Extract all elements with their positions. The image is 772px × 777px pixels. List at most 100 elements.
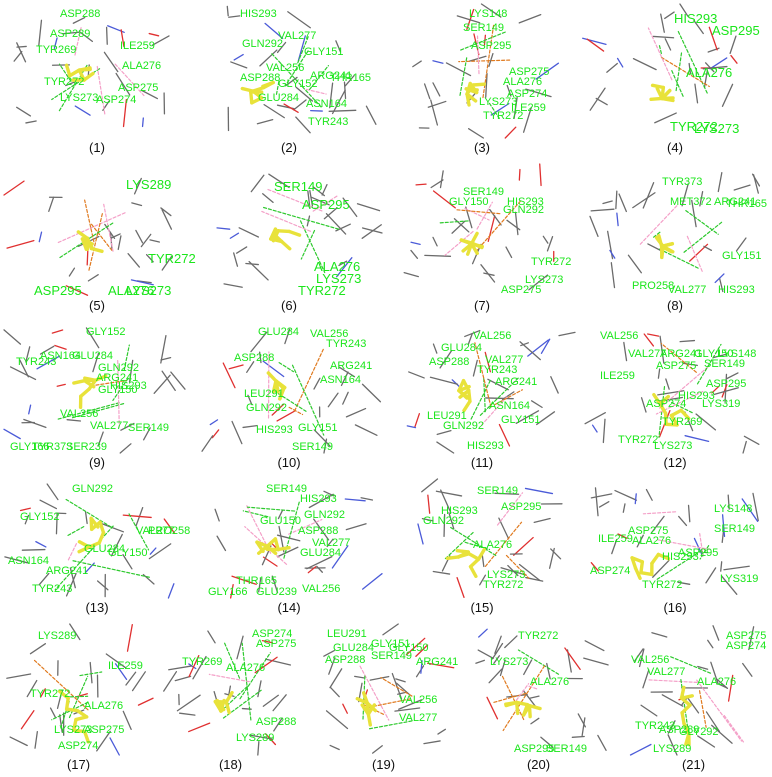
ligand-bond [93,374,108,382]
interaction-line [66,526,85,537]
residue-label: GLN292 [304,509,345,521]
interaction-panel: GLU284 VAL256 TYR243 ASP288 ARG241 ASN164 LEU2… [192,318,386,475]
residue-bond [583,657,609,666]
residue-bond [323,207,338,220]
interaction-line [460,31,507,51]
residue-label: ASP295 [514,743,555,755]
residue-bond [309,189,314,207]
residue-bond [705,711,721,733]
residue-bond [602,200,613,205]
residue-bond [235,246,248,254]
residue-bond [589,215,599,238]
ligand-bond [278,386,286,401]
residue-bond [258,351,262,364]
interaction-line [484,521,523,567]
ligand-bond [82,729,90,744]
molecule-drawing [582,3,738,124]
residue-label: PRO258 [148,525,191,537]
residue-bond [718,277,724,293]
residue-label: GLY151 [722,250,762,262]
residue-bond [677,581,691,585]
residue-bond [65,81,76,87]
residue-bond [120,29,125,48]
panel-label: (18) [218,757,243,772]
residue-bond [231,575,257,585]
residue-bond [295,116,311,134]
residue-bond [178,712,196,716]
ligand-bond [527,703,542,711]
residue-bond [97,431,104,446]
residue-label: ASP275 [118,82,159,94]
ligand-bond [514,700,530,707]
residue-bond [308,493,334,509]
residue-bond [586,38,605,52]
residue-label: VAL256 [399,694,438,706]
residue-bond [408,371,425,379]
residue-bond [505,246,513,259]
residue-bond [694,83,699,104]
residue-label: GLU284 [258,326,299,338]
residue-bond [657,368,661,379]
residue-bond [634,493,637,505]
residue-label: ARG241 [310,70,353,82]
residue-label: TYR243 [477,364,518,376]
interaction-panel: SER149 GLN292 HIS293 ASP295 ALA276 LYS273 TYR2… [385,475,579,620]
residue-label: ASP274 [646,398,687,410]
residue-bond [546,235,554,252]
residue-bond [69,567,76,589]
residue-bond [752,492,759,522]
residue-bond [271,403,285,416]
molecule-drawing [629,625,755,756]
residue-bond [667,734,678,756]
ligand-bond [658,394,670,406]
residue-bond [19,507,31,512]
interaction-line [223,641,241,679]
residue-bond [65,285,89,296]
residue-bond [514,211,519,236]
residue-bond [606,62,618,73]
residue-bond [616,212,619,227]
residue-label: ASP275 [726,630,767,642]
residue-label: LEU291 [427,410,467,422]
residue-bond [287,11,311,29]
residue-bond [96,580,109,591]
residue-label: ALA276 [226,662,266,674]
residue-bond [323,649,335,657]
interaction-panel: VAL256 VAL277 ASP275 ASP274 ALA276 TYR243 ASP2… [615,620,772,777]
molecule-drawing [475,628,609,752]
residue-bond [131,671,146,692]
ligand-bond [663,411,668,426]
residue-bond [268,173,290,189]
residue-bond [485,73,488,98]
residue-bond [536,411,556,426]
residue-bond [499,659,506,677]
interaction-line [658,248,700,269]
residue-bond [709,57,728,70]
residue-bond [548,547,555,569]
residue-label: GLN292 [242,38,283,50]
residue-bond [513,536,534,556]
residue-bond [354,675,365,679]
residue-bond [13,50,23,62]
ligand-bond [72,379,87,385]
residue-bond [564,647,581,670]
residue-bond [582,37,607,46]
residue-label: ALA276 [473,539,513,551]
residue-label: LYS289 [653,743,692,755]
panel-label: (10) [277,455,301,470]
residue-bond [598,501,610,508]
interaction-line [642,511,677,515]
ligand-bond [261,80,275,90]
residue-label: ASN164 [8,555,49,567]
residue-bond [259,49,278,67]
residue-bond [436,429,452,436]
interaction-panel: LYS289 TYR272 ASP295 ALA276 LYS273 (5) [0,160,196,318]
residue-label: GLY151 [501,414,541,426]
residue-bond [312,186,326,197]
residue-bond [660,13,665,33]
residue-bond [344,74,355,87]
residue-label: LEU291 [327,628,367,640]
residue-bond [430,99,439,126]
residue-bond [616,57,624,68]
interaction-line [483,376,486,413]
